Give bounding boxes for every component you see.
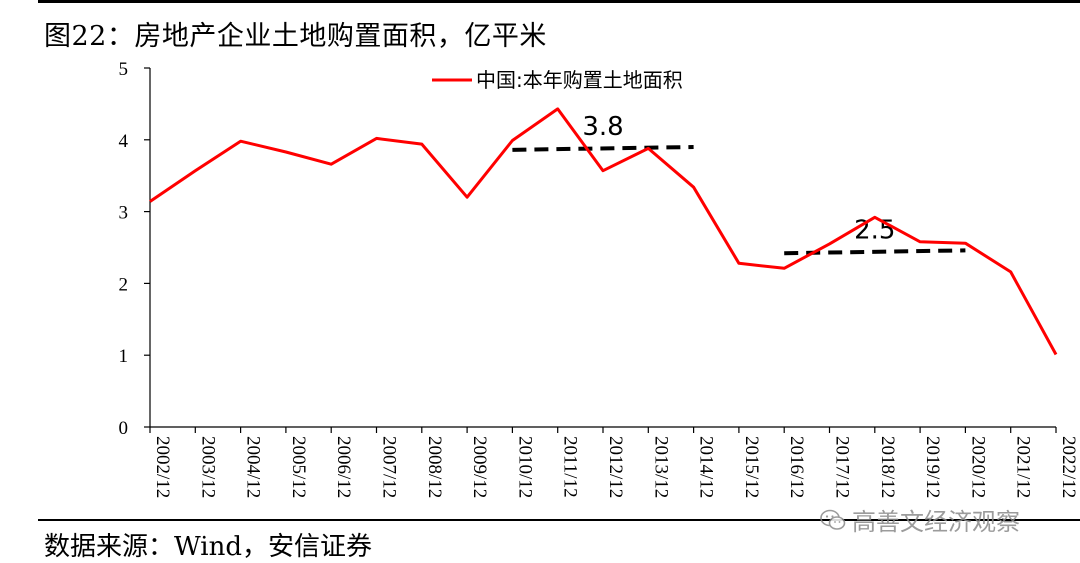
source-note: 数据来源：Wind，安信证券 [44,532,372,562]
top-rule [38,0,1080,3]
wechat-icon [820,509,846,530]
y-tick-label: 1 [119,346,129,367]
x-tick-label: 2016/12 [786,436,807,498]
x-tick-label: 2005/12 [288,436,309,498]
figure-title: 图22：房地产企业土地购置面积，亿平米 [44,21,547,52]
x-tick-label: 2017/12 [832,436,853,498]
reference-line [512,144,694,152]
x-tick-label: 2022/12 [1058,436,1079,498]
line-chart: 0 1 2 3 4 5 2002/12 2003/12 2004/12 2005/12 2006/… [119,59,1080,498]
x-tick-label: 2006/12 [333,436,354,498]
reference-label: 3.8 [582,112,623,142]
x-tick-label: 2007/12 [379,436,400,498]
reference-label: 2.5 [854,215,895,245]
y-axis-ticks: 0 1 2 3 4 5 [119,59,150,439]
y-tick-label: 3 [119,203,129,224]
x-tick-label: 2008/12 [424,436,445,498]
y-tick-label: 5 [119,59,129,80]
legend-label: 中国:本年购置土地面积 [476,68,683,92]
x-tick-label: 2004/12 [243,436,264,498]
x-axis-ticks: 2002/12 2003/12 2004/12 2005/12 2006/12 2007/… [149,427,1079,498]
bottom-rule [38,519,1080,521]
x-tick-label: 2012/12 [605,436,626,498]
y-tick-label: 4 [119,131,129,152]
x-tick-label: 2014/12 [696,436,717,498]
x-tick-label: 2009/12 [469,436,490,498]
x-tick-label: 2015/12 [741,436,762,498]
y-tick-label: 0 [119,418,129,439]
x-tick-label: 2013/12 [650,436,671,498]
watermark: 高善文经济观察 [820,502,1020,537]
x-tick-label: 2020/12 [967,436,988,498]
x-tick-label: 2018/12 [877,436,898,498]
x-tick-label: 2003/12 [197,436,218,498]
legend: 中国:本年购置土地面积 [432,68,683,92]
reference-lines: 3.8 2.5 [512,112,966,256]
x-tick-label: 2011/12 [560,436,581,498]
x-tick-label: 2021/12 [1013,436,1034,498]
y-tick-label: 2 [119,274,129,295]
x-tick-label: 2010/12 [514,436,535,498]
series-line [149,107,1058,356]
series-group [149,107,1058,356]
watermark-text: 高善文经济观察 [852,508,1020,536]
x-tick-label: 2019/12 [922,436,943,498]
x-tick-label: 2002/12 [152,436,173,498]
